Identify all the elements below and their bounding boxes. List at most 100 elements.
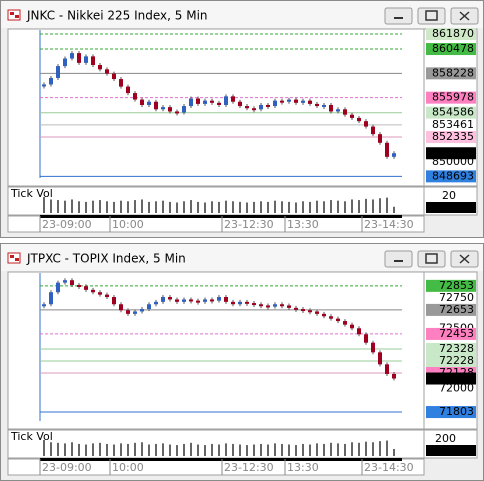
- time-label: 23-12:30: [224, 218, 274, 231]
- price-label: 71803: [439, 405, 474, 418]
- candle-body: [385, 364, 389, 374]
- candle-body: [112, 297, 116, 305]
- price-label: 72000: [439, 381, 474, 394]
- price-label: 72453: [439, 327, 474, 340]
- window-icon: [10, 255, 14, 258]
- restore-button[interactable]: [417, 250, 446, 268]
- time-label: 13:30: [287, 218, 319, 231]
- candle-body: [280, 304, 284, 307]
- price-label: 860478: [432, 42, 474, 55]
- candle-body: [357, 328, 361, 335]
- candle-body: [161, 297, 165, 302]
- volume-axis-box: [426, 202, 476, 213]
- candle-body: [224, 297, 228, 302]
- price-label: 72228: [439, 354, 474, 367]
- candle-body: [154, 101, 158, 110]
- price-label-box: [426, 91, 476, 104]
- candle-body: [350, 114, 354, 118]
- candle-body: [301, 309, 305, 312]
- price-label: 858228: [432, 66, 474, 79]
- candle-body: [105, 294, 109, 298]
- candle-body: [119, 304, 123, 311]
- price-label-box: [426, 106, 476, 119]
- candle-body: [175, 111, 179, 114]
- candle-body: [84, 56, 88, 63]
- plot-area: [7, 28, 425, 187]
- candle-body: [371, 342, 375, 353]
- time-label: 23-12:30: [224, 461, 274, 474]
- candle-body: [91, 56, 95, 66]
- time-label: 23-14:30: [364, 218, 414, 231]
- candle-body: [322, 313, 326, 317]
- candle-body: [112, 73, 116, 80]
- candle-body: [231, 96, 235, 102]
- candle-body: [231, 301, 235, 305]
- candle-body: [49, 77, 53, 85]
- volume-axis-label: 4: [449, 444, 456, 457]
- price-label: 72328: [439, 342, 474, 355]
- minimize-button[interactable]: [384, 250, 413, 268]
- time-label: 13:30: [287, 461, 319, 474]
- restore-button[interactable]: [417, 7, 446, 25]
- candle-body: [329, 104, 333, 112]
- price-label: 850832: [432, 146, 474, 159]
- candle-body: [357, 117, 361, 122]
- price-label: 853461: [432, 118, 474, 131]
- candle-body: [238, 101, 242, 107]
- volume-title: Tick Vol: [10, 430, 53, 443]
- time-label: 10:00: [112, 461, 144, 474]
- candle-body: [392, 373, 396, 379]
- candle-body: [140, 99, 144, 105]
- candle-body: [364, 334, 368, 343]
- price-label-box: [426, 43, 476, 56]
- candle-body: [392, 153, 396, 157]
- price-label-box: [426, 327, 476, 340]
- candle-body: [126, 310, 130, 314]
- price-label: 72750: [439, 291, 474, 304]
- candle-body: [217, 297, 221, 301]
- candle-body: [189, 98, 193, 107]
- candle-body: [77, 285, 81, 288]
- price-label-box: [426, 118, 476, 131]
- candle-body: [63, 280, 67, 283]
- candle-body: [168, 107, 172, 112]
- volume-axis-box: [426, 445, 476, 456]
- volume-axis-label: 2: [449, 201, 456, 214]
- price-label-box: [426, 170, 476, 183]
- price-label-box: [426, 147, 476, 160]
- candle-body: [147, 101, 151, 105]
- candle-body: [56, 282, 60, 293]
- price-label-box: [426, 67, 476, 80]
- candle-body: [84, 286, 88, 290]
- button-glyph: [394, 17, 403, 19]
- candle-body: [182, 299, 186, 302]
- candle-body: [196, 300, 200, 303]
- price-label-box: [426, 27, 476, 40]
- candle-body: [371, 126, 375, 135]
- time-label: 23-09:00: [42, 461, 92, 474]
- candle-body: [245, 106, 249, 109]
- candle-body: [315, 311, 319, 314]
- candle-body: [350, 324, 354, 329]
- price-label: 72082: [439, 372, 474, 385]
- candle-body: [133, 311, 137, 314]
- candle-body: [308, 100, 312, 104]
- candle-body: [42, 304, 46, 307]
- time-band: [40, 215, 402, 218]
- candle-body: [294, 99, 298, 103]
- volume-panel: [7, 429, 425, 459]
- candle-body: [98, 292, 102, 295]
- candle-body: [168, 297, 172, 300]
- candle-body: [49, 292, 53, 305]
- candle-body: [343, 109, 347, 115]
- plot-area: [7, 271, 425, 430]
- candle-body: [308, 310, 312, 313]
- candle-body: [175, 299, 179, 302]
- candle-body: [329, 316, 333, 319]
- candle-body: [182, 106, 186, 113]
- candle-body: [147, 304, 151, 310]
- minimize-button[interactable]: [384, 7, 413, 25]
- candle-body: [203, 100, 207, 104]
